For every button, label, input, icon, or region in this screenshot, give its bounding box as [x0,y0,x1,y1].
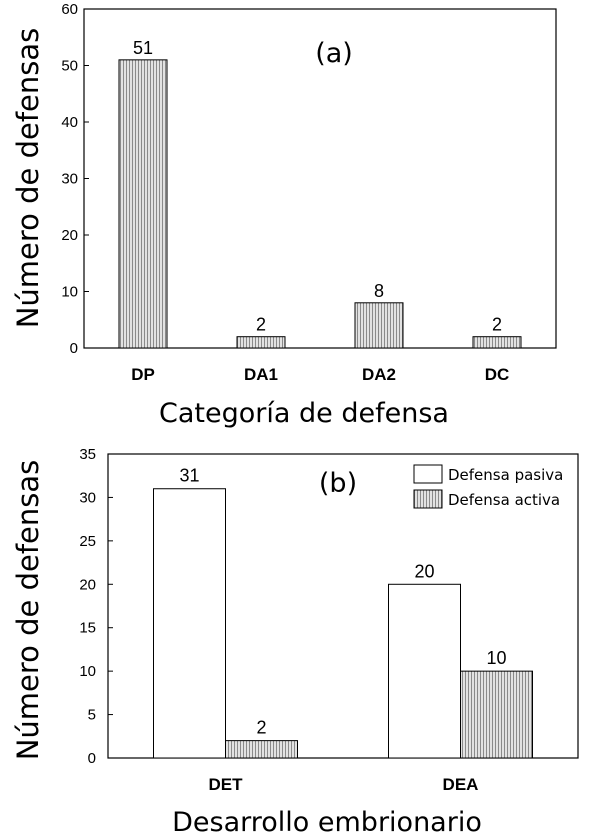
data-label: 2 [492,315,502,335]
y-tick-label: 60 [61,1,78,18]
y-tick-label: 0 [70,340,78,357]
x-axis-title-b: Desarrollo embrionario [172,807,482,838]
x-axis-categories-a: DP DA1 DA2 DC [131,365,509,384]
x-tick-label: DP [131,365,155,384]
y-axis-ticks-b: 0 5 10 15 20 25 30 35 [79,446,113,767]
legend-b: Defensa pasiva Defensa activa [413,464,563,509]
y-tick-label: 30 [79,489,96,506]
data-label: 10 [486,648,506,668]
bar [388,583,461,759]
x-axis-categories-b: DET DEA [209,775,479,794]
y-tick-label: 20 [79,576,96,593]
bar [236,336,286,349]
y-tick-label: 30 [61,171,78,188]
legend-swatch-pasiva [413,464,443,484]
data-label: 51 [133,38,153,58]
y-axis-ticks-a: 0 10 20 30 40 50 60 [61,1,89,357]
legend-swatch-activa [413,489,443,509]
x-axis-title-a: Categoría de defensa [159,398,449,429]
y-tick-label: 40 [61,114,78,131]
legend-label-activa: Defensa activa [448,491,560,509]
y-axis-title-a: Número de defensas [11,28,45,329]
data-label: 31 [179,466,199,486]
legend-label-pasiva: Defensa pasiva [448,466,563,484]
y-tick-label: 0 [88,750,96,767]
y-tick-label: 25 [79,533,96,550]
bar [153,488,226,759]
x-tick-label: DA1 [244,365,278,384]
bar [460,670,533,759]
chart-panel-a: 0 10 20 30 40 50 60 51 2 8 2 DP DA1 DA2 DC (a) Categ… [11,1,557,429]
y-tick-label: 5 [88,707,96,724]
bar [354,302,404,349]
y-tick-label: 15 [79,620,96,637]
bars-b [153,488,533,759]
y-tick-label: 20 [61,227,78,244]
x-tick-label: DA2 [362,365,396,384]
panel-label-a: (a) [315,38,353,69]
data-label: 2 [256,315,266,335]
y-tick-label: 50 [61,58,78,75]
panel-label-b: (b) [319,468,357,499]
bars-a [118,59,522,349]
bar [225,740,298,759]
data-label: 20 [414,561,434,581]
x-tick-label: DC [485,365,510,384]
data-label: 8 [374,281,384,301]
plot-frame-b [107,453,579,759]
x-tick-label: DEA [443,775,479,794]
data-label: 2 [256,718,266,738]
y-axis-title-b: Número de defensas [11,460,45,761]
y-tick-label: 35 [79,446,96,463]
y-tick-label: 10 [79,663,96,680]
data-labels-a: 51 2 8 2 [133,38,502,335]
bar [472,336,522,349]
chart-panel-b: 0 5 10 15 20 25 30 35 31 2 20 10 DET DEA (b) Desarr… [11,446,579,838]
bar [118,59,168,349]
y-tick-label: 10 [61,284,78,301]
x-tick-label: DET [209,775,244,794]
data-labels-b: 31 2 20 10 [179,466,506,738]
